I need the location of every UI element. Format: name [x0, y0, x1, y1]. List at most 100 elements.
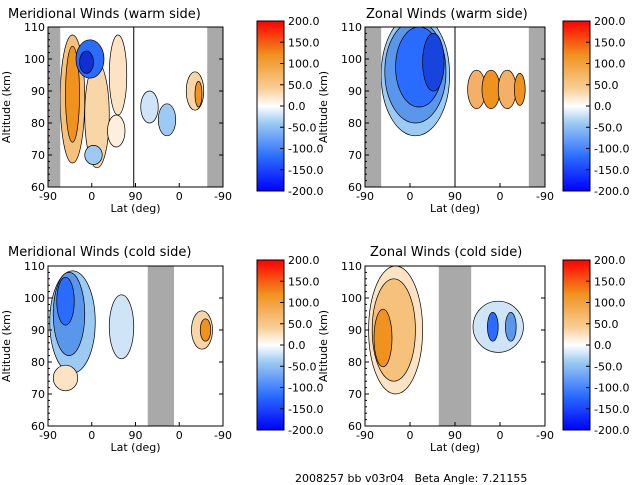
colorbar-gradient: [562, 20, 591, 192]
colorbar-tick-label: 150.0: [594, 36, 626, 49]
y-tick-label: 90: [31, 324, 45, 337]
no-data-band: [528, 27, 545, 187]
no-data-band: [48, 27, 61, 187]
y-tick-label: 100: [24, 53, 45, 66]
colorbar-tick-label: 200.0: [594, 254, 626, 267]
contour-region: [505, 312, 517, 342]
colorbar-tick-label: -50.0: [594, 360, 622, 373]
colorbar: 200.0 150.0 100.0 50.0 0.0 -50.0 -100.0 -150.0 -…: [256, 15, 323, 198]
no-data-band: [147, 266, 174, 426]
colorbar: 200.0 150.0 100.0 50.0 0.0 -50.0 -100.0 -150.0 -…: [562, 15, 629, 198]
colorbar: 200.0 150.0 100.0 50.0 0.0 -50.0 -100.0 -150.0 -…: [562, 254, 629, 437]
y-tick-label: 80: [31, 117, 45, 130]
y-tick-label: 70: [31, 388, 45, 401]
x-axis-label: Lat (deg): [111, 202, 161, 215]
colorbar-tick-label: -150.0: [288, 164, 323, 177]
x-tick-label: 0: [497, 429, 504, 442]
contour-region: [79, 50, 94, 74]
colorbar-tick-label: -150.0: [594, 164, 629, 177]
panel-title: Zonal Winds (cold side): [370, 245, 522, 260]
contour-region: [422, 33, 445, 92]
x-tick-label: -90: [356, 190, 374, 203]
x-tick-label: 90: [129, 429, 143, 442]
y-tick-label: 70: [31, 149, 45, 162]
chart-panel-4: Zonal Winds (cold side) 60 70 80 90 100 110 -90…: [317, 245, 629, 454]
y-tick-label: 60: [31, 420, 45, 433]
x-tick-label: 0: [88, 429, 95, 442]
colorbar-tick-label: 50.0: [288, 79, 313, 92]
y-tick-label: 80: [31, 356, 45, 369]
panel-title: Meridional Winds (cold side): [8, 245, 191, 260]
colorbar-tick-label: -100.0: [594, 382, 629, 395]
y-tick-label: 80: [348, 117, 362, 130]
contour-region: [487, 312, 499, 342]
wind-field: [49, 266, 213, 426]
contour-region: [140, 90, 159, 124]
contour-region: [199, 318, 212, 342]
contour-region: [107, 114, 126, 148]
colorbar-tick-label: -50.0: [594, 121, 622, 134]
x-tick-label: 0: [176, 190, 183, 203]
x-tick-label: 0: [407, 190, 414, 203]
y-axis-label: Altitude (km): [317, 310, 330, 382]
x-tick-label: 0: [407, 429, 414, 442]
beta-angle-label: Beta Angle: 7.21155: [414, 472, 528, 485]
colorbar-tick-label: -200.0: [288, 185, 323, 198]
x-axis-label: Lat (deg): [430, 202, 480, 215]
x-tick-label: -90: [356, 429, 374, 442]
no-data-band: [438, 266, 472, 426]
y-tick-label: 90: [31, 85, 45, 98]
contour-region: [194, 81, 203, 108]
panel-title: Zonal Winds (warm side): [366, 7, 528, 22]
colorbar-tick-label: 100.0: [288, 58, 320, 71]
contour-region: [56, 276, 75, 326]
contour-region: [514, 73, 526, 106]
x-tick-label: 90: [448, 429, 462, 442]
chart-panel-2: Zonal Winds (warm side) 60 70 80 90 100 110 -90…: [317, 7, 629, 215]
x-tick-label: 90: [129, 190, 143, 203]
contour-region: [481, 69, 501, 109]
colorbar-tick-label: -50.0: [288, 121, 316, 134]
contour-region: [65, 45, 80, 143]
footer: 2008257 bb v03r04 Beta Angle: 7.21155: [288, 459, 527, 485]
colorbar-tick-label: 100.0: [288, 297, 320, 310]
wind-field: [368, 266, 524, 426]
y-tick-label: 110: [341, 21, 362, 34]
colorbar-tick-label: 50.0: [594, 318, 619, 331]
colorbar-tick-label: 150.0: [288, 275, 320, 288]
colorbar-gradient: [562, 259, 591, 431]
y-axis-label: Altitude (km): [0, 71, 13, 143]
no-data-band: [207, 27, 223, 187]
x-tick-label: -90: [39, 190, 57, 203]
panel-title: Meridional Winds (warm side): [8, 7, 201, 22]
wind-field: [365, 27, 545, 187]
y-axis-label: Altitude (km): [0, 310, 13, 382]
x-tick-label: -90: [536, 429, 554, 442]
x-tick-label: -90: [536, 190, 554, 203]
y-tick-label: 70: [348, 388, 362, 401]
contour-region: [108, 34, 128, 116]
colorbar-tick-label: -150.0: [288, 403, 323, 416]
colorbar-tick-label: 200.0: [288, 15, 320, 28]
y-tick-label: 80: [348, 356, 362, 369]
run-label: 2008257 bb v03r04: [295, 472, 404, 485]
contour-region: [84, 145, 103, 165]
y-tick-label: 70: [348, 149, 362, 162]
y-tick-label: 60: [348, 181, 362, 194]
x-axis-label: Lat (deg): [111, 441, 161, 454]
x-tick-label: -90: [39, 429, 57, 442]
x-tick-label: 0: [497, 190, 504, 203]
colorbar-tick-label: 100.0: [594, 58, 626, 71]
colorbar-tick-label: 0.0: [288, 100, 306, 113]
colorbar-gradient: [256, 259, 285, 431]
y-tick-label: 90: [348, 324, 362, 337]
chart-panel-1: Meridional Winds (warm side) 60 70 80 90 100 1…: [0, 7, 323, 215]
colorbar-tick-label: 200.0: [288, 254, 320, 267]
y-tick-label: 110: [341, 260, 362, 273]
y-tick-label: 110: [24, 21, 45, 34]
y-tick-label: 60: [348, 420, 362, 433]
y-tick-label: 110: [24, 260, 45, 273]
contour-region: [108, 294, 135, 360]
colorbar-tick-label: 0.0: [288, 339, 306, 352]
